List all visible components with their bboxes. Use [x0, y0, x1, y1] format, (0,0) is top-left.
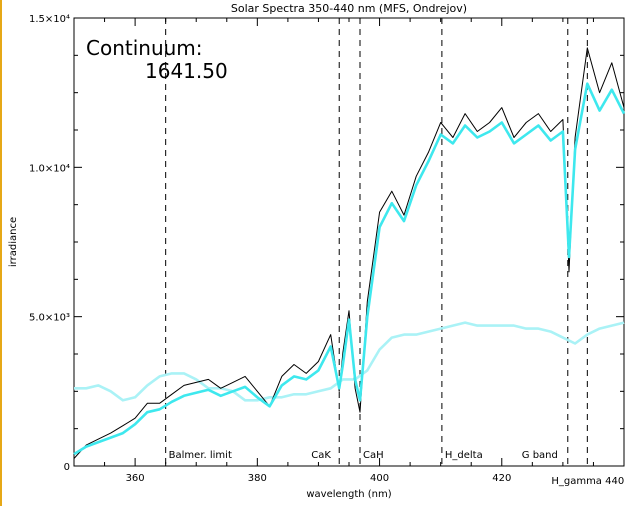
x-axis-label: wavelength (nm) [306, 489, 391, 500]
y-axis-label: irradiance [8, 217, 19, 267]
plot-frame [73, 17, 625, 467]
continuum-value: 1641.50 [145, 59, 228, 83]
y-tick-label: 5.0×10³ [29, 313, 70, 324]
x-tick-label: 380 [248, 473, 267, 484]
x-tick-label: 420 [492, 473, 511, 484]
y-axis-ticks: 0 5.0×10³ 1.0×10⁴ 1.5×10⁴ [29, 14, 624, 473]
y-tick-label: 1.0×10⁴ [29, 163, 70, 174]
marker-label: Balmer. limit [169, 450, 232, 461]
y-tick-label: 1.5×10⁴ [29, 14, 70, 25]
x-tick-label: 400 [370, 473, 389, 484]
series-line-0 [73, 47, 625, 459]
series-line-1 [73, 82, 626, 456]
x-tick-label: 360 [126, 473, 145, 484]
continuum-label: Continuum: [86, 36, 203, 60]
marker-label: H_delta [445, 450, 483, 461]
chart-title: Solar Spectra 350-440 nm (MFS, Ondrejov) [231, 2, 467, 15]
marker-label: CaH [363, 450, 384, 461]
spectral-line-markers: Balmer. limit CaK CaH H_delta G band H_gamma … [165, 18, 624, 487]
series-line-2 [74, 321, 625, 402]
y-tick-label: 0 [64, 462, 70, 473]
marker-label: CaK [311, 450, 331, 461]
marker-label: H_gamma 440 [551, 476, 624, 487]
x-axis-ticks: 360 380 400 420 [73, 18, 625, 484]
spectrum-series [73, 47, 626, 459]
marker-label: G band [522, 450, 558, 461]
